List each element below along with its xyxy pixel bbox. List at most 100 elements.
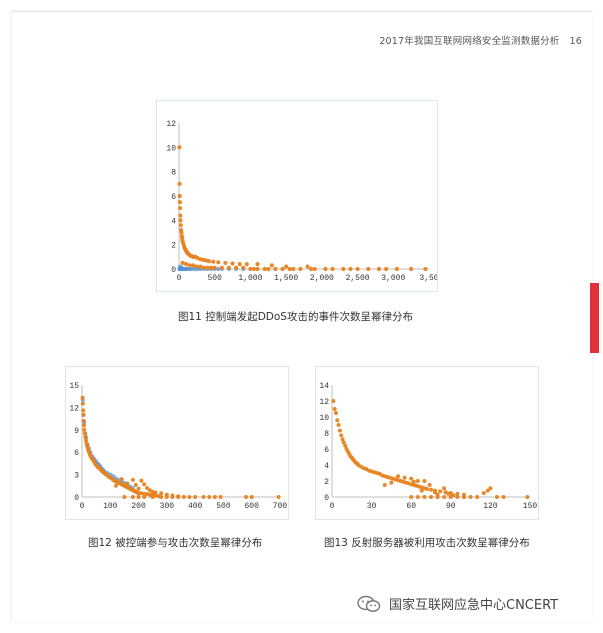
data-point [266, 266, 271, 272]
data-point [164, 495, 169, 499]
data-point [339, 433, 344, 438]
x-tick-label: 200 [131, 502, 146, 511]
data-point [485, 488, 490, 493]
figure-11-plot: 0 2 4 6 8 10 12 0 500 1,000 1,500 2,000 2,500 3,000 3,… [166, 120, 437, 283]
data-point [177, 193, 182, 199]
data-point [284, 264, 289, 269]
data-point [178, 218, 183, 223]
data-point [273, 266, 278, 272]
data-point [287, 266, 292, 272]
data-point [170, 495, 175, 499]
data-point [191, 263, 196, 268]
data-point [448, 495, 453, 499]
data-point [181, 495, 186, 499]
data-point [176, 495, 181, 499]
x-tick-label: 30 [367, 502, 377, 511]
data-point [442, 495, 447, 499]
data-point [81, 408, 86, 413]
data-point [136, 491, 141, 496]
y-tick-label: 4 [324, 462, 329, 471]
data-point [305, 264, 310, 269]
data-point [119, 477, 124, 482]
data-point [177, 181, 182, 186]
data-point [219, 265, 224, 270]
data-point [333, 411, 338, 415]
data-point [223, 260, 228, 266]
data-point [419, 488, 424, 493]
x-tick-label: 2,000 [310, 274, 334, 283]
figure-13-caption: 图13 反射服务器被利用攻击次数呈幂律分布 [324, 537, 530, 549]
data-point [455, 495, 460, 499]
data-point [179, 230, 184, 235]
data-point [201, 265, 207, 270]
data-point [125, 481, 130, 486]
data-point [184, 262, 189, 267]
y-tick-label: 10 [319, 414, 329, 423]
data-point [432, 490, 437, 495]
data-point [269, 263, 274, 268]
data-point [438, 489, 443, 494]
data-point [209, 265, 214, 270]
data-point [475, 495, 480, 499]
data-point [113, 483, 118, 488]
data-point [423, 266, 428, 272]
data-point [495, 495, 499, 499]
x-tick-label: 120 [483, 502, 498, 511]
data-point [198, 264, 203, 269]
data-point [177, 206, 183, 211]
data-point [396, 474, 400, 479]
data-point [341, 266, 346, 272]
x-tick-label: 1,000 [238, 274, 262, 283]
data-point [425, 487, 430, 491]
data-point [429, 495, 433, 499]
data-point [187, 263, 192, 268]
data-point [355, 266, 360, 272]
watermark-text: 国家互联网应急中心CNCERT [389, 598, 559, 613]
data-point [468, 495, 473, 499]
data-point [142, 482, 147, 487]
data-point [411, 479, 416, 484]
y-tick-label: 0 [74, 494, 79, 503]
data-point [481, 491, 486, 495]
data-point [177, 145, 182, 150]
figure-13-chart: 0 2 4 6 8 10 12 14 0 30 60 90 120 150 [315, 366, 539, 520]
data-point [384, 266, 389, 272]
data-point [130, 477, 135, 482]
data-point [177, 199, 182, 205]
data-point [323, 266, 328, 272]
data-point [435, 495, 440, 499]
data-point [139, 478, 144, 483]
data-point [291, 266, 296, 272]
data-point [422, 495, 427, 499]
data-point [82, 431, 87, 436]
data-point [178, 223, 183, 228]
x-tick-label: 150 [523, 502, 538, 511]
data-point [442, 486, 447, 491]
data-point [244, 262, 249, 267]
data-point [241, 265, 246, 270]
page-number: 16 [569, 36, 582, 47]
data-point [366, 266, 371, 272]
data-point [81, 423, 86, 428]
y-tick-label: 0 [171, 266, 176, 275]
data-point [488, 486, 493, 491]
x-tick-label: 500 [216, 502, 231, 511]
data-point [212, 265, 217, 270]
data-point [133, 483, 138, 488]
data-point [237, 262, 242, 267]
data-point [501, 495, 506, 499]
data-point [429, 487, 433, 492]
data-point [376, 266, 382, 272]
y-tick-label: 9 [74, 427, 79, 436]
data-point [80, 395, 85, 400]
y-tick-label: 6 [74, 449, 79, 458]
x-tick-label: 0 [177, 274, 182, 283]
data-point [255, 262, 260, 267]
y-tick-label: 0 [324, 494, 329, 503]
data-point [409, 495, 414, 499]
x-tick-label: 500 [208, 274, 223, 283]
y-tick-label: 10 [166, 144, 176, 153]
data-point [335, 418, 340, 423]
data-point [80, 401, 85, 406]
